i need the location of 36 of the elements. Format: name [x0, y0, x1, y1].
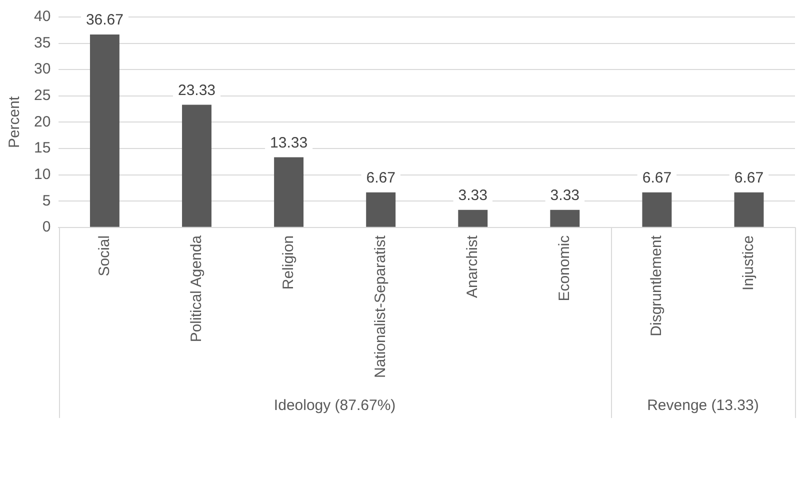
y-tick-label: 5 [42, 192, 51, 210]
y-tick-label: 25 [34, 87, 51, 104]
x-tick-label: Social [96, 235, 113, 276]
y-tick-label: 40 [34, 8, 51, 26]
x-tick-label: Political Agenda [188, 234, 205, 342]
data-label: 3.33 [550, 187, 580, 204]
x-tick-label: Injustice [740, 235, 758, 290]
bar [366, 192, 396, 227]
x-tick-label: Religion [280, 235, 297, 290]
y-tick-label: 20 [34, 113, 51, 130]
bar [182, 104, 212, 227]
data-label: 6.67 [366, 169, 396, 186]
x-tick-label: Disgruntlement [648, 234, 666, 336]
x-tick-label: Economic [556, 234, 574, 302]
bar [550, 210, 580, 227]
data-label: 23.33 [178, 82, 216, 99]
bar [734, 192, 764, 227]
bar [642, 192, 672, 227]
data-label: 3.33 [458, 187, 488, 204]
x-tick-label: Anarchist [464, 234, 482, 298]
y-axis-title: Percent [6, 96, 24, 148]
bar [458, 210, 488, 227]
y-tick-label: 35 [34, 34, 51, 52]
y-tick-label: 0 [42, 218, 51, 236]
text: Ideology (87.67%) [274, 397, 396, 414]
text: Revenge (13.33) [647, 397, 759, 414]
y-tick-label: 30 [34, 60, 51, 78]
bar [274, 157, 304, 227]
data-label: 6.67 [642, 169, 672, 186]
data-label: 6.67 [734, 169, 764, 186]
y-tick-label: 10 [34, 166, 51, 183]
bar [90, 34, 120, 227]
y-tick-label: 15 [34, 140, 51, 157]
data-label: 36.67 [86, 12, 124, 29]
x-tick-label: Nationalist-Separatist [372, 234, 389, 378]
data-label: 13.33 [270, 134, 308, 152]
